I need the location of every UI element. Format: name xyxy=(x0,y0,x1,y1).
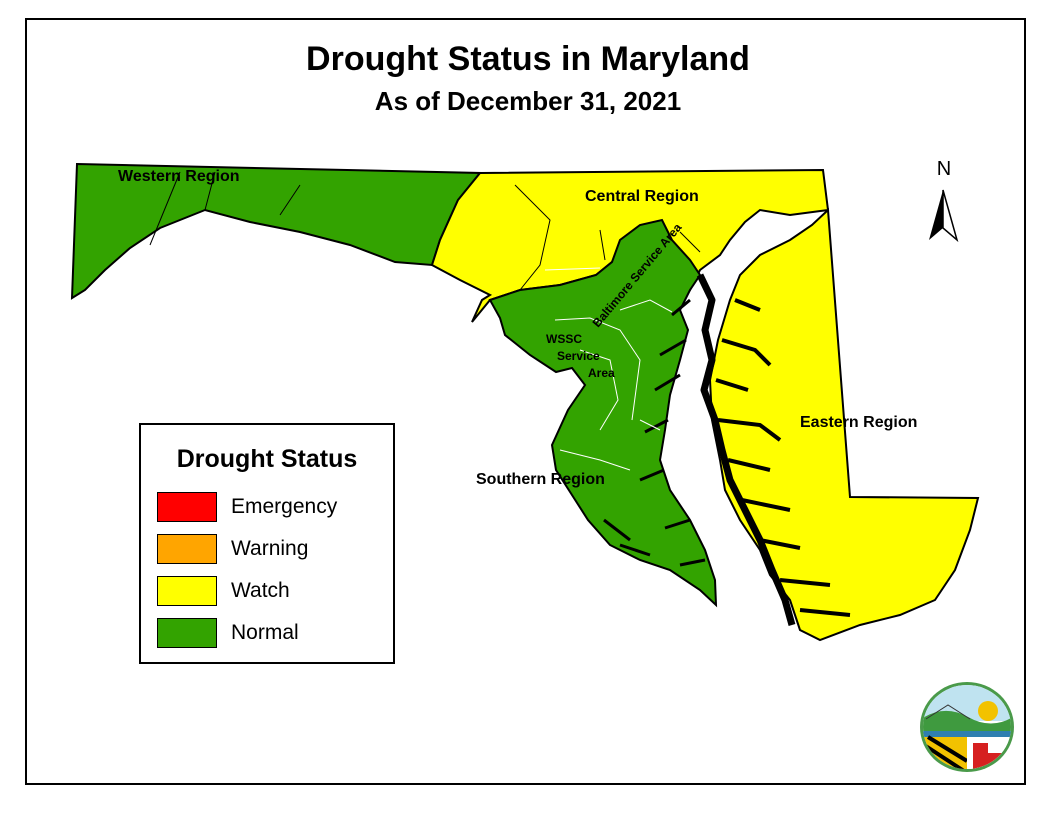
western-region-label: Western Region xyxy=(118,168,240,185)
legend-label-normal: Normal xyxy=(231,621,299,644)
legend-swatch-watch xyxy=(157,576,217,606)
western-shore-inlets xyxy=(603,298,706,567)
legend-item-watch: Watch xyxy=(157,575,290,607)
north-letter: N xyxy=(936,158,952,180)
maryland-department-of-environment-seal-icon xyxy=(920,682,1014,772)
eastern-region-label: Eastern Region xyxy=(800,414,917,431)
legend-item-warning: Warning xyxy=(157,533,308,565)
wssc-label-line2: Service xyxy=(557,349,600,363)
legend-item-emergency: Emergency xyxy=(157,491,337,523)
eastern-shore-inlets xyxy=(715,298,851,617)
legend-label-watch: Watch xyxy=(231,579,290,602)
chesapeake-bay-shoreline xyxy=(696,273,796,626)
map-subtitle: As of December 31, 2021 xyxy=(374,86,682,116)
legend: Drought Status Emergency Warning Watch N… xyxy=(139,423,395,664)
legend-title: Drought Status xyxy=(176,445,358,473)
southern-region-label: Southern Region xyxy=(476,471,605,488)
legend-swatch-warning xyxy=(157,534,217,564)
western-county-lines xyxy=(149,171,301,246)
legend-swatch-normal xyxy=(157,618,217,648)
eastern-region-area xyxy=(708,207,980,642)
wssc-label-line3: Area xyxy=(588,366,615,380)
north-arrow-icon xyxy=(929,189,959,243)
central-region-label: Central Region xyxy=(585,188,699,205)
legend-label-warning: Warning xyxy=(231,537,309,560)
legend-item-normal: Normal xyxy=(157,617,299,649)
north-arrow: N xyxy=(921,158,967,248)
legend-label-emergency: Emergency xyxy=(231,495,338,518)
wssc-label-line1: WSSC xyxy=(546,332,582,346)
central-county-lines xyxy=(514,184,701,291)
service-area-lines xyxy=(544,267,673,471)
map-title: Drought Status in Maryland xyxy=(306,40,750,78)
legend-swatch-emergency xyxy=(157,492,217,522)
